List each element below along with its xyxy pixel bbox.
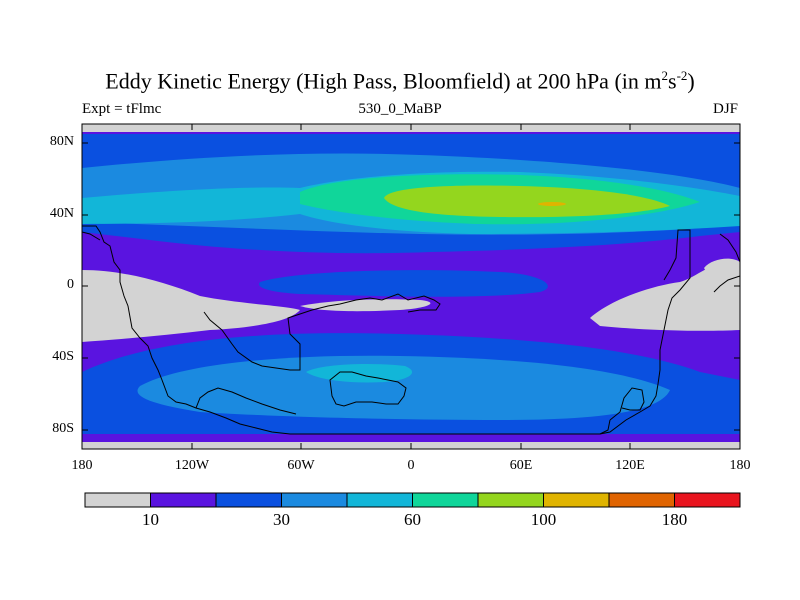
lat-label-40n: 40N <box>49 206 74 221</box>
colorbar-swatch <box>84 492 151 508</box>
contour-below-10-west-pacific <box>590 261 740 331</box>
lon-label-180-east: 180 <box>729 458 751 473</box>
colorbar-swatch <box>608 492 675 508</box>
colorbar-swatch <box>150 492 217 508</box>
colorbar-label: 180 <box>661 510 688 529</box>
colorbar-swatch <box>412 492 479 508</box>
colorbar-swatch <box>477 492 544 508</box>
lon-label-60e: 60E <box>509 458 533 473</box>
colorbar-label: 100 <box>530 510 557 529</box>
contour-eq-20-30 <box>259 270 548 297</box>
coastline-australia <box>609 387 645 421</box>
map-ticks <box>81 124 741 449</box>
lat-label-80n: 80N <box>49 134 74 149</box>
colorbar-label: 30 <box>273 510 290 529</box>
colorbar-swatch <box>215 492 282 508</box>
run-id-label: 530_0_MaBP <box>358 101 442 117</box>
colorbar-label: 60 <box>404 510 421 529</box>
coastline-antarctic-bay <box>195 387 297 415</box>
coastlines <box>82 225 740 435</box>
lon-label-120w: 120W <box>174 458 210 473</box>
plot-title: Eddy Kinetic Energy (High Pass, Bloomfie… <box>105 68 695 94</box>
colorbar <box>84 492 741 508</box>
coastline-south-africa <box>329 371 407 407</box>
map-panel <box>82 124 740 449</box>
lon-label-0: 0 <box>407 458 415 473</box>
coastline-americas <box>82 225 611 435</box>
contour-below-10-east-pacific <box>82 270 300 342</box>
experiment-label: Expt = tFlmc <box>82 101 162 117</box>
colorbar-label: 10 <box>142 510 159 529</box>
colorbar-swatch <box>281 492 348 508</box>
season-label: DJF <box>712 101 738 117</box>
coastline-east-asia <box>713 233 740 293</box>
lon-label-120e: 120E <box>615 458 645 473</box>
contour-nh-80-100 <box>384 185 670 218</box>
contour-nh-100-140 <box>538 202 566 206</box>
coastline-africa <box>203 293 441 371</box>
lat-label-80s: 80S <box>52 421 74 436</box>
lon-label-180-west: 180 <box>71 458 93 473</box>
lon-label-60w: 60W <box>287 458 315 473</box>
colorbar-swatch <box>674 492 741 508</box>
contour-sh-40-50 <box>137 355 670 420</box>
colorbar-swatch <box>346 492 413 508</box>
lat-label-40s: 40S <box>52 349 74 364</box>
lat-label-0: 0 <box>67 277 74 292</box>
colorbar-swatch <box>543 492 610 508</box>
coastline-nw-north-america <box>82 231 101 241</box>
coastline-maritime <box>599 229 691 435</box>
contour-below-10-atlantic <box>300 299 431 312</box>
